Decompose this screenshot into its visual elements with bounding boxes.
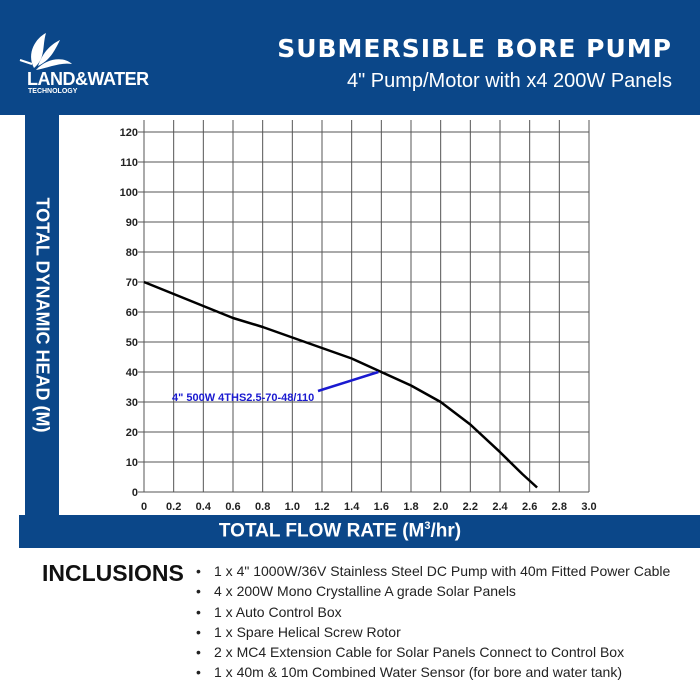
page-subtitle: 4" Pump/Motor with x4 200W Panels [346,70,672,92]
y-tick-label: 20 [126,427,138,439]
y-axis-band [25,115,59,515]
x-tick-label: 2.2 [463,501,478,513]
list-item: 1 x 4" 1000W/36V Stainless Steel DC Pump… [196,561,670,581]
y-tick-label: 120 [120,127,138,139]
list-item: 1 x Auto Control Box [196,602,670,622]
x-tick-label: 2.4 [492,501,508,513]
x-axis-label-suffix: /hr) [430,520,462,542]
y-tick-label: 30 [126,397,138,409]
logo-text: LAND&WATER [27,69,149,89]
header-banner: LAND&WATER TECHNOLOGY SUBMERSIBLE BORE P… [0,0,700,115]
x-axis-label: TOTAL FLOW RATE (M3/hr) [219,520,461,542]
inclusions-title: INCLUSIONS [42,560,184,586]
x-tick-label: 1.4 [344,501,360,513]
list-item: 1 x 40m & 10m Combined Water Sensor (for… [196,662,670,682]
leaf-logo-icon [19,33,72,70]
x-axis-label-sup: 3 [424,520,431,532]
x-tick-label: 1.2 [314,501,329,513]
x-tick-label: 0.4 [196,501,212,513]
inclusions-list: 1 x 4" 1000W/36V Stainless Steel DC Pump… [196,561,670,683]
x-tick-label: 2.0 [433,501,448,513]
x-tick-label: 1.8 [403,501,418,513]
logo-subtext: TECHNOLOGY [28,88,78,95]
x-tick-label: 1.6 [374,501,389,513]
page-title: SUBMERSIBLE BORE PUMP [277,34,672,63]
y-tick-label: 80 [126,247,138,259]
pump-curve-chart: 0 0.2 0.4 0.6 0.8 1.0 1.2 1.4 1.6 1.8 2.0 2.2 2.4 2.6… [120,120,597,513]
y-tick-label: 110 [120,157,138,169]
x-tick-label: 3.0 [581,501,596,513]
list-item: 1 x Spare Helical Screw Rotor [196,622,670,642]
x-tick-label: 1.0 [285,501,300,513]
y-tick-label: 0 [132,487,138,499]
x-tick-label: 2.8 [552,501,567,513]
x-tick-label: 0.8 [255,501,270,513]
list-item: 2 x MC4 Extension Cable for Solar Panels… [196,642,670,662]
y-tick-label: 10 [126,457,138,469]
x-tick-label: 0 [141,501,147,513]
x-tick-label: 2.6 [522,501,537,513]
annotation-label: 4" 500W 4THS2.5-70-48/110 [172,392,314,404]
list-item: 4 x 200W Mono Crystalline A grade Solar … [196,581,670,601]
y-tick-label: 90 [126,217,138,229]
x-axis-label-text: TOTAL FLOW RATE (M [218,520,425,542]
y-tick-label: 50 [126,337,138,349]
pump-curve-line [143,280,538,489]
y-tick-label: 40 [126,367,138,379]
annotation-pointer [317,370,379,393]
x-tick-label: 0.2 [166,501,181,513]
y-tick-label: 70 [126,277,138,289]
y-tick-label: 100 [120,187,138,199]
y-tick-label: 60 [126,307,138,319]
x-axis-band [19,515,700,548]
x-tick-label: 0.6 [225,501,240,513]
